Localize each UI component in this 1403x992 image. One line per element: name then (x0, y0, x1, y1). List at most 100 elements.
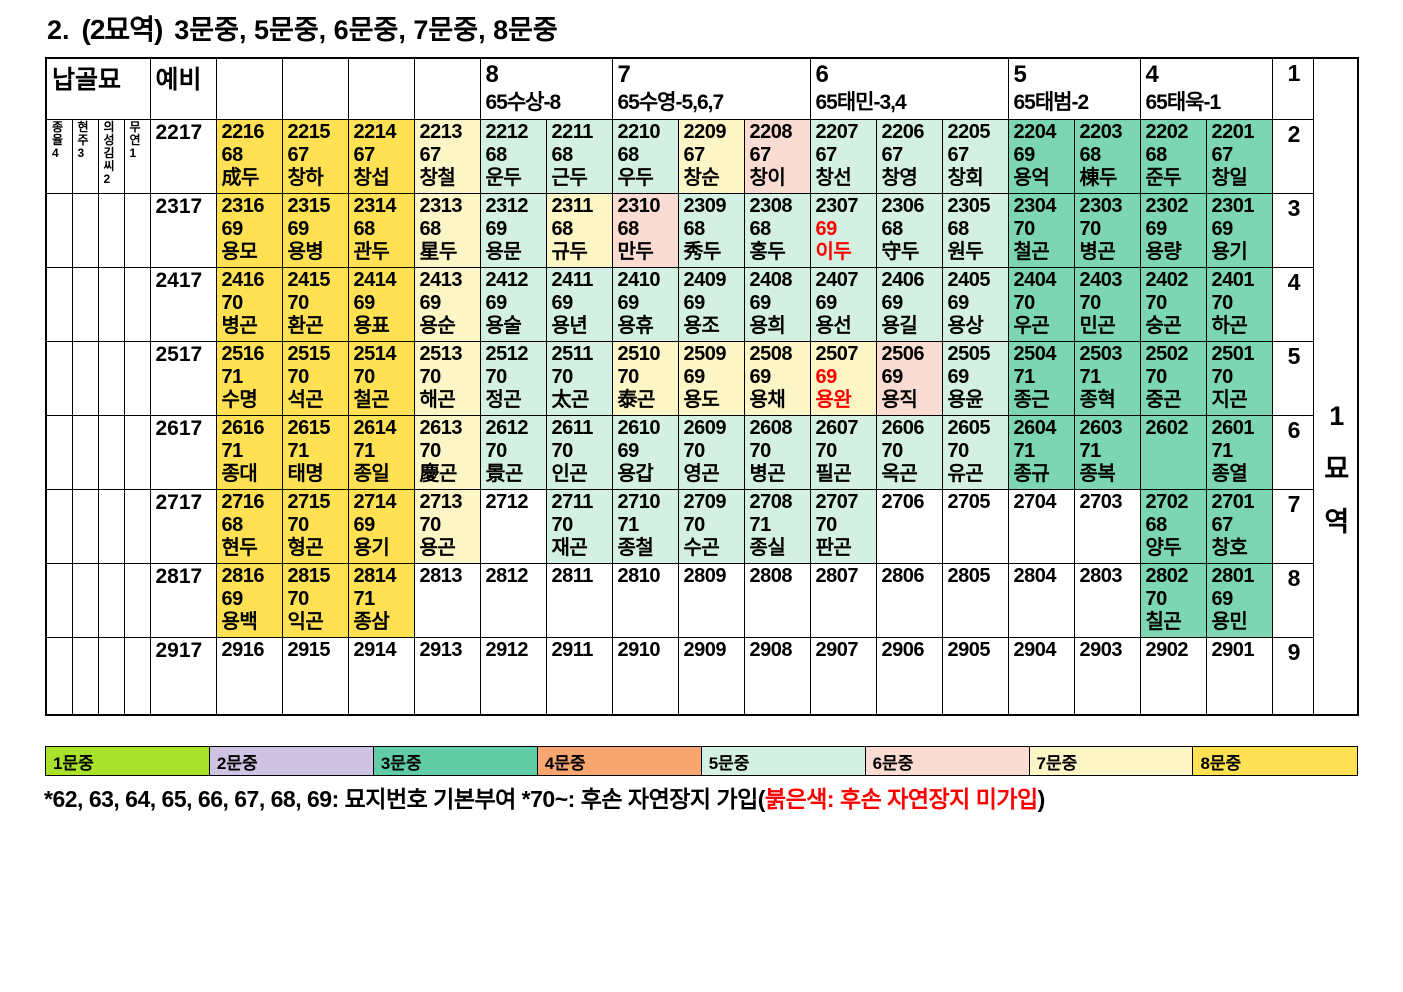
grave-name: 우곤 (1013, 314, 1050, 337)
grave-sub-number: 70 (947, 439, 970, 462)
grave-cell-2815: 2815 70 익곤 (281, 562, 349, 638)
grave-sub-number: 67 (1211, 513, 1234, 536)
table-row-8: 2817 2816 69 용백 2815 70 익곤 2814 71 종삼 2813 2812 2811… (45, 562, 1358, 638)
row-label-4: 4 (1271, 266, 1314, 342)
grave-number: 2607 (815, 416, 859, 439)
grave-name: 용문 (485, 240, 522, 263)
grave-sub-number: 71 (221, 365, 244, 388)
grave-number: 2307 (815, 194, 859, 217)
grave-cell-2203: 2203 68 棟두 (1073, 118, 1141, 194)
left-column-cell (71, 414, 99, 490)
grave-sub-number: 70 (287, 291, 310, 314)
grave-name: 종삼 (353, 610, 390, 633)
grave-cell-2805: 2805 (941, 562, 1009, 638)
left-column-cell (97, 562, 125, 638)
left-column-cell (45, 562, 73, 638)
grave-cell-2903: 2903 (1073, 636, 1141, 716)
grave-name: 종복 (1079, 462, 1116, 485)
grave-sub-number: 71 (1211, 439, 1234, 462)
grave-name: 병곤 (1079, 240, 1116, 263)
grave-cell-2304: 2304 70 철곤 (1007, 192, 1075, 268)
grave-cell-2307: 2307 69 이두 (809, 192, 877, 268)
grave-number: 2215 (287, 120, 331, 143)
grave-sub-number: 69 (551, 291, 574, 314)
grave-name: 만두 (617, 240, 654, 263)
grave-cell-2311: 2311 68 규두 (545, 192, 613, 268)
grave-number: 2415 (287, 268, 331, 291)
left-column-cell (45, 266, 73, 342)
grave-number: 2904 (1013, 638, 1057, 661)
grave-sub-number: 71 (1013, 365, 1036, 388)
table-row-5: 2517 2516 71 수명 2515 70 석곤 2514 70 철곤 2513 70 해곤 2512… (45, 340, 1358, 416)
grave-name: 棟두 (1079, 166, 1118, 189)
grave-name: 영곤 (683, 462, 720, 485)
grave-sub-number: 71 (287, 439, 310, 462)
grave-name: 慶곤 (419, 462, 458, 485)
grave-number: 2505 (947, 342, 991, 365)
grave-sub-number: 70 (1211, 365, 1234, 388)
grave-cell-2315: 2315 69 용병 (281, 192, 349, 268)
row-label-8: 8 (1271, 562, 1314, 638)
grave-cell-2613: 2613 70 慶곤 (413, 414, 481, 490)
grave-cell-2607: 2607 70 필곤 (809, 414, 877, 490)
left-column-cell (123, 266, 151, 342)
grave-sub-number: 69 (815, 365, 838, 388)
grave-cell-2413: 2413 69 용순 (413, 266, 481, 342)
grave-name: 용상 (947, 314, 984, 337)
reserve-cell-2317: 2317 (149, 192, 217, 268)
grave-sub-number: 69 (617, 439, 640, 462)
grave-name: 용민 (1211, 610, 1248, 633)
grave-name: 수명 (221, 388, 258, 411)
column-group-number: 7 (617, 61, 631, 88)
grave-number: 2411 (551, 268, 594, 291)
reserve-cell-2217: 2217 (149, 118, 217, 194)
grave-name: 칠곤 (1145, 610, 1182, 633)
left-column-cell (97, 266, 125, 342)
grave-cell-2408: 2408 69 용희 (743, 266, 811, 342)
grave-cell-2707: 2707 70 판곤 (809, 488, 877, 564)
grave-number: 2909 (683, 638, 727, 661)
grave-cell-2505: 2505 69 용윤 (941, 340, 1009, 416)
row-label-2: 2 (1271, 118, 1314, 194)
grave-sub-number: 70 (1079, 217, 1102, 240)
grave-name: 용곤 (419, 536, 456, 559)
grave-number: 2204 (1013, 120, 1057, 143)
grave-name: 중곤 (1145, 388, 1182, 411)
grave-number: 2714 (353, 490, 397, 513)
grave-cell-2208: 2208 67 창이 (743, 118, 811, 194)
grave-number: 2308 (749, 194, 793, 217)
grave-sub-number: 68 (353, 217, 376, 240)
grave-sub-number: 70 (419, 439, 442, 462)
grave-sub-number: 71 (221, 439, 244, 462)
grave-cell-2401: 2401 70 하곤 (1205, 266, 1273, 342)
grave-sub-number: 69 (1211, 587, 1234, 610)
left-column-cell (97, 192, 125, 268)
grave-number: 2716 (221, 490, 265, 513)
grave-cell-2310: 2310 68 만두 (611, 192, 679, 268)
area-label-char: 역 (1324, 507, 1350, 537)
grave-name: 철곤 (1013, 240, 1050, 263)
grave-sub-number: 69 (287, 217, 310, 240)
grave-sub-number: 70 (1145, 365, 1168, 388)
grave-sub-number: 69 (947, 291, 970, 314)
grave-number: 2711 (551, 490, 594, 513)
grave-sub-number: 71 (1079, 365, 1102, 388)
grave-name: 景곤 (485, 462, 524, 485)
grave-cell-2906: 2906 (875, 636, 943, 716)
left-column-cell (97, 488, 125, 564)
grave-sub-number: 70 (881, 439, 904, 462)
grave-number: 2214 (353, 120, 397, 143)
grave-name: 재곤 (551, 536, 588, 559)
grave-number: 2812 (485, 564, 529, 587)
grave-sub-number: 68 (1079, 143, 1102, 166)
grave-cell-2608: 2608 70 병곤 (743, 414, 811, 490)
grave-cell-2416: 2416 70 병곤 (215, 266, 283, 342)
grave-sub-number: 69 (353, 291, 376, 314)
grave-cell-2511: 2511 70 太곤 (545, 340, 613, 416)
grave-cell-2306: 2306 68 守두 (875, 192, 943, 268)
grave-cell-2908: 2908 (743, 636, 811, 716)
legend-3문중: 3문중 (372, 746, 539, 776)
grave-cell-2409: 2409 69 용조 (677, 266, 745, 342)
grave-number: 2511 (551, 342, 594, 365)
grave-cell-2403: 2403 70 민곤 (1073, 266, 1141, 342)
